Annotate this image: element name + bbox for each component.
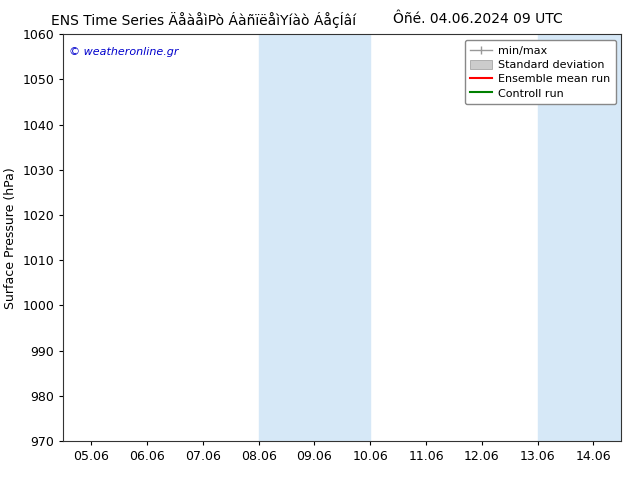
Bar — [259, 34, 370, 441]
Legend: min/max, Standard deviation, Ensemble mean run, Controll run: min/max, Standard deviation, Ensemble me… — [465, 40, 616, 104]
Text: © weatheronline.gr: © weatheronline.gr — [69, 47, 179, 56]
Text: Ôñé. 04.06.2024 09 UTC: Ôñé. 04.06.2024 09 UTC — [393, 12, 563, 26]
Text: ENS Time Series ÄåàåìPò ÁàñïëåìYíàò ÁåçÍâí: ENS Time Series ÄåàåìPò ÁàñïëåìYíàò ÁåçÍ… — [51, 12, 356, 28]
Y-axis label: Surface Pressure (hPa): Surface Pressure (hPa) — [4, 167, 17, 309]
Bar — [538, 34, 621, 441]
